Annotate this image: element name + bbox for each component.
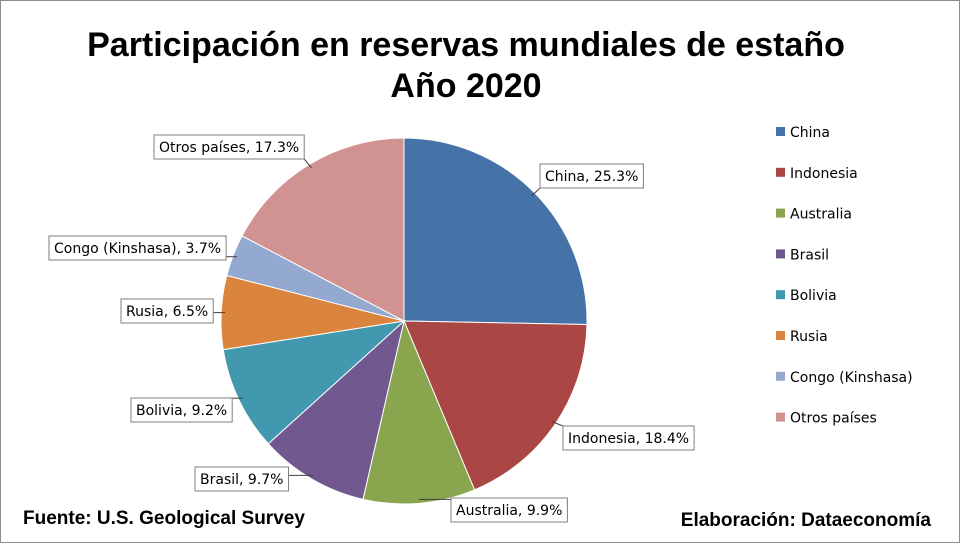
slice-bolivia xyxy=(222,320,406,445)
legend-item-rusia: Rusia xyxy=(776,329,828,345)
legend-swatch xyxy=(776,167,785,177)
svg-text:Indonesia, 18.4%: Indonesia, 18.4% xyxy=(568,431,689,447)
svg-text:Brasil, 9.7%: Brasil, 9.7% xyxy=(200,472,283,488)
slice-label-brasil: Brasil, 9.7% xyxy=(194,466,289,492)
credit-note: Elaboración: Dataeconomía xyxy=(680,510,931,531)
slice-label-rusia: Rusia, 6.5% xyxy=(120,298,214,324)
legend-swatch xyxy=(776,412,785,422)
legend-swatch xyxy=(776,290,785,300)
legend-label: China xyxy=(790,125,830,141)
legend: China Indonesia Australia Brasil Bolivia Rusi… xyxy=(776,125,913,427)
legend-item-australia: Australia xyxy=(776,207,852,223)
source-note: Fuente: U.S. Geological Survey xyxy=(23,508,305,529)
legend-item-otros-paises: Otros países xyxy=(776,411,877,427)
slice-indonesia xyxy=(403,320,588,491)
legend-swatch xyxy=(776,249,785,259)
svg-text:Bolivia, 9.2%: Bolivia, 9.2% xyxy=(136,403,227,419)
leader-line xyxy=(303,158,312,169)
slice-label-congo-kinshasa: Congo (Kinshasa), 3.7% xyxy=(48,235,227,261)
slice-otros-paises xyxy=(241,137,405,322)
legend-label: Otros países xyxy=(790,411,877,427)
legend-label: Rusia xyxy=(790,329,828,345)
svg-text:Congo (Kinshasa), 3.7%: Congo (Kinshasa), 3.7% xyxy=(54,241,221,257)
legend-label: Bolivia xyxy=(790,288,837,304)
leader-line xyxy=(531,187,541,196)
chart-subtitle: Año 2020 xyxy=(390,67,541,105)
chart-title: Participación en reservas mundiales de e… xyxy=(87,26,845,64)
legend-swatch xyxy=(776,127,785,136)
legend-label: Australia xyxy=(790,207,852,223)
legend-item-china: China xyxy=(776,125,830,141)
legend-label: Indonesia xyxy=(790,166,858,182)
slice-label-australia: Australia, 9.9% xyxy=(450,497,568,523)
slice-australia xyxy=(362,319,476,505)
legend-label: Congo (Kinshasa) xyxy=(790,370,913,386)
slice-label-bolivia: Bolivia, 9.2% xyxy=(130,397,233,423)
slice-label-china: China, 25.3% xyxy=(539,163,644,189)
slice-label-indonesia: Indonesia, 18.4% xyxy=(562,425,695,451)
slice-brasil xyxy=(267,319,405,500)
legend-swatch xyxy=(776,371,785,381)
legend-item-bolivia: Bolivia xyxy=(776,288,837,304)
legend-item-indonesia: Indonesia xyxy=(776,166,858,182)
svg-text:Rusia, 6.5%: Rusia, 6.5% xyxy=(126,304,208,320)
slice-labels: China, 25.3% Indonesia, 18.4% Australia, 9… xyxy=(48,134,695,523)
svg-text:Australia, 9.9%: Australia, 9.9% xyxy=(456,503,562,519)
svg-text:Otros países, 17.3%: Otros países, 17.3% xyxy=(159,140,299,156)
legend-label: Brasil xyxy=(790,247,829,263)
label-leaders xyxy=(213,158,564,500)
legend-swatch xyxy=(776,331,785,340)
svg-text:China, 25.3%: China, 25.3% xyxy=(545,169,638,185)
legend-item-congo-kinshasa: Congo (Kinshasa) xyxy=(776,370,913,386)
leader-line xyxy=(551,421,564,427)
legend-swatch xyxy=(776,208,785,218)
pie-slices xyxy=(220,137,588,505)
slice-label-otros-paises: Otros países, 17.3% xyxy=(153,134,305,160)
legend-item-brasil: Brasil xyxy=(776,247,829,263)
